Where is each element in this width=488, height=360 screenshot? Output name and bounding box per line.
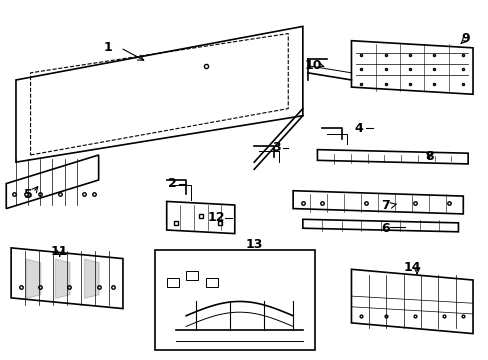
Text: 7: 7	[381, 198, 389, 212]
Text: 1: 1	[104, 41, 113, 54]
Text: 6: 6	[381, 222, 389, 235]
Text: 12: 12	[207, 211, 224, 224]
Text: 13: 13	[245, 238, 263, 251]
Bar	[205, 278, 217, 287]
Text: 5: 5	[24, 188, 32, 201]
Text: 11: 11	[51, 245, 68, 258]
Text: 4: 4	[354, 122, 363, 135]
Text: 8: 8	[424, 150, 433, 163]
Bar	[166, 278, 179, 287]
Text: 2: 2	[167, 177, 176, 190]
Text: 3: 3	[272, 141, 281, 154]
Bar	[186, 271, 198, 280]
Text: 9: 9	[461, 32, 469, 45]
Text: 14: 14	[403, 261, 420, 274]
Text: 10: 10	[304, 59, 322, 72]
